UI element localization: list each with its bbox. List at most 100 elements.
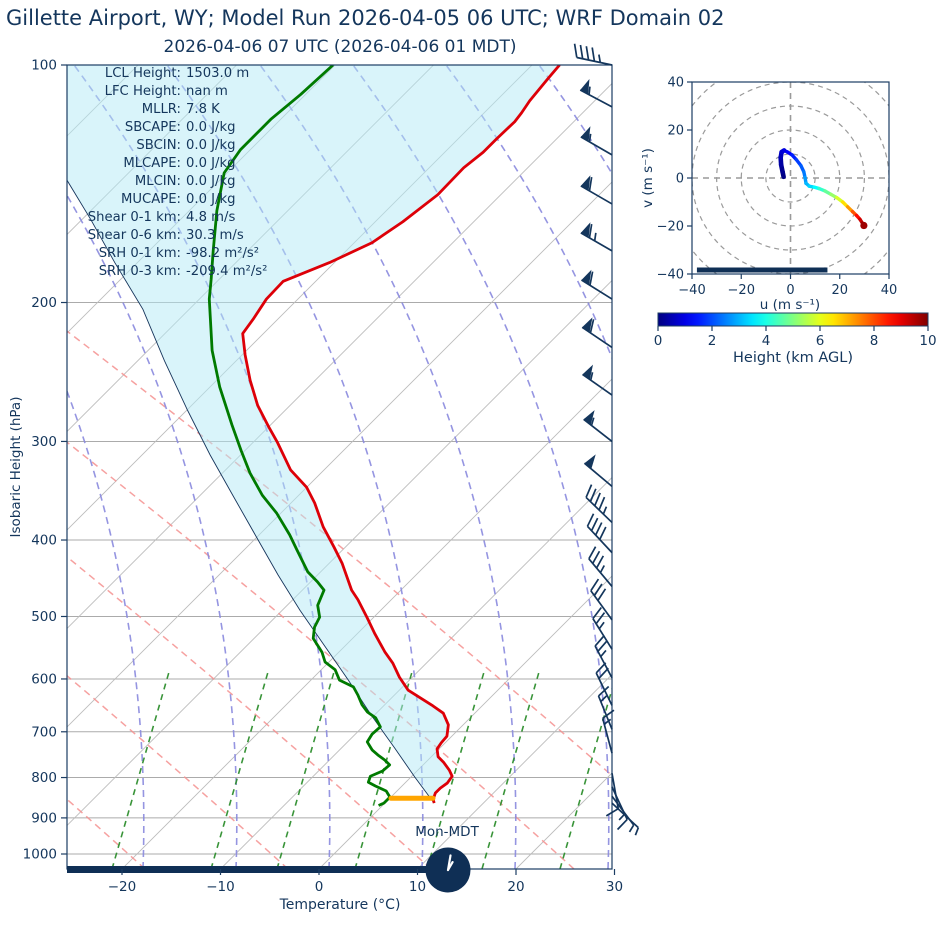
diag-value: 0.0 J/kg — [186, 156, 236, 171]
diag-label: Shear 0-6 km: — [88, 228, 181, 243]
profile-curves — [67, 65, 561, 807]
y-tick-label: 600 — [31, 671, 57, 687]
wind-barb — [579, 79, 613, 108]
hodo-y-tick-label: 0 — [676, 172, 684, 187]
y-tick-label: 100 — [31, 58, 57, 74]
colorbar-tick-label: 10 — [919, 333, 936, 349]
hodo-y-tick-label: 20 — [667, 124, 684, 139]
isotherm-gridline — [417, 673, 612, 869]
dewpoint-curve — [207, 65, 392, 807]
diagnostics-block: LCL Height: 1503.0 m LFC Height: nan m M… — [88, 66, 268, 279]
clock-icon — [425, 847, 471, 893]
x-tick-label: −20 — [108, 879, 137, 895]
wind-barb — [611, 786, 628, 831]
diag-value: 0.0 J/kg — [186, 120, 236, 135]
diag-value: 4.8 m/s — [186, 210, 235, 225]
moist-adiabat-line — [911, 65, 936, 869]
diag-label: SBCAPE: — [125, 120, 181, 135]
wind-barb — [581, 317, 613, 349]
y-tick-label: 300 — [31, 434, 57, 450]
wind-barb — [573, 43, 613, 66]
isotherm-gridline — [615, 65, 936, 869]
hodograph-panel: −40 −20 0 20 40 −40 −20 0 20 40 u (m s⁻¹) v (m s⁻… — [640, 34, 936, 322]
diag-value: 30.3 m/s — [186, 228, 244, 243]
isotherm-gridline — [121, 378, 612, 869]
moist-adiabat-line — [445, 65, 612, 361]
colorbar: 0 2 4 6 8 10 Height (km AGL) — [654, 312, 936, 366]
moist-adiabat-line — [632, 65, 888, 869]
moist-adiabat-line — [67, 193, 238, 869]
x-tick-label: −10 — [206, 879, 235, 895]
colorbar-label: Height (km AGL) — [733, 350, 853, 366]
hodo-x-tick-label: −40 — [678, 283, 705, 298]
mixing-ratio-line — [111, 671, 170, 869]
mixing-ratio-line — [619, 672, 676, 869]
diag-label: MLCIN: — [135, 174, 181, 189]
wind-barb — [595, 662, 613, 706]
hodo-x-tick-label: 20 — [831, 283, 848, 298]
wind-barb — [583, 454, 613, 487]
isotherm-gridline — [318, 575, 612, 869]
skewt-yaxis-label: Isobaric Height (hPa) — [8, 397, 24, 538]
hodo-range-ring — [643, 34, 936, 322]
diag-value: -98.2 m²/s² — [186, 246, 259, 261]
isotherm-gridline — [713, 65, 936, 869]
diag-label: SRH 0-1 km: — [99, 246, 181, 261]
hodograph-rings — [643, 34, 936, 322]
moist-adiabat-line — [352, 65, 610, 869]
diag-label: LCL Height: — [105, 66, 181, 81]
y-tick-label: 900 — [31, 810, 57, 826]
hodo-range-ring — [716, 105, 865, 251]
hodo-y-tick-label: −40 — [657, 268, 684, 283]
colorbar-gradient — [657, 312, 929, 327]
hodograph-yaxis-label: v (m s⁻¹) — [640, 148, 656, 208]
parcel-curve — [67, 177, 435, 804]
diag-value: 0.0 J/kg — [186, 174, 236, 189]
wind-barb — [582, 364, 613, 396]
isotherm-gridline — [67, 181, 612, 728]
colorbar-tick-label: 8 — [870, 333, 879, 349]
wind-barb — [601, 709, 615, 754]
dry-adiabat-line — [67, 441, 575, 869]
wind-barb — [580, 175, 613, 205]
skewt-xaxis-label: Temperature (°C) — [279, 897, 401, 913]
hodograph-trace — [778, 148, 868, 230]
diag-value: -209.4 m²/s² — [186, 264, 267, 279]
hodograph-axes: −40 −20 0 20 40 −40 −20 0 20 40 — [657, 76, 898, 299]
dry-adiabat-line — [67, 674, 289, 869]
colorbar-tick-label: 6 — [816, 333, 825, 349]
wind-barb — [583, 410, 613, 443]
isotherm-gridline — [515, 772, 612, 869]
moist-adiabat-line — [538, 65, 612, 176]
diag-label: SBCIN: — [136, 138, 181, 153]
cin-shade-region — [67, 65, 560, 804]
y-tick-label: 800 — [31, 770, 57, 786]
colorbar-ticks: 0 2 4 6 8 10 — [654, 326, 936, 349]
temperature-curve — [241, 65, 561, 804]
y-tick-label: 700 — [31, 724, 57, 740]
y-tick-label: 1000 — [23, 847, 57, 863]
y-tick-label: 500 — [31, 609, 57, 625]
wind-barb — [588, 546, 613, 587]
hodo-range-ring — [740, 129, 841, 227]
hodograph-xaxis-label: u (m s⁻¹) — [760, 297, 820, 313]
hodo-range-ring — [765, 153, 816, 203]
x-tick-label: 0 — [315, 879, 324, 895]
wind-barb — [586, 513, 613, 554]
diag-value: 0.0 J/kg — [186, 138, 236, 153]
wind-barb — [580, 126, 613, 156]
wind-barb — [580, 222, 613, 252]
x-tick-label: 10 — [409, 879, 426, 895]
colorbar-tick-label: 4 — [762, 333, 771, 349]
diag-label: MLCAPE: — [123, 156, 181, 171]
wind-barb — [590, 578, 613, 621]
page-subtitle: 2026-04-06 07 UTC (2026-04-06 01 MDT) — [164, 37, 517, 57]
surface-bar — [67, 866, 431, 873]
skewt-axes: 100 200 300 400 500 600 700 800 900 1000 −20 −10 0 10… — [23, 58, 623, 896]
clock-label: Mon-MDT — [415, 824, 479, 840]
moist-adiabat-line — [818, 65, 936, 869]
diag-label: LFC Height: — [105, 84, 181, 99]
diag-value: nan m — [186, 84, 228, 99]
